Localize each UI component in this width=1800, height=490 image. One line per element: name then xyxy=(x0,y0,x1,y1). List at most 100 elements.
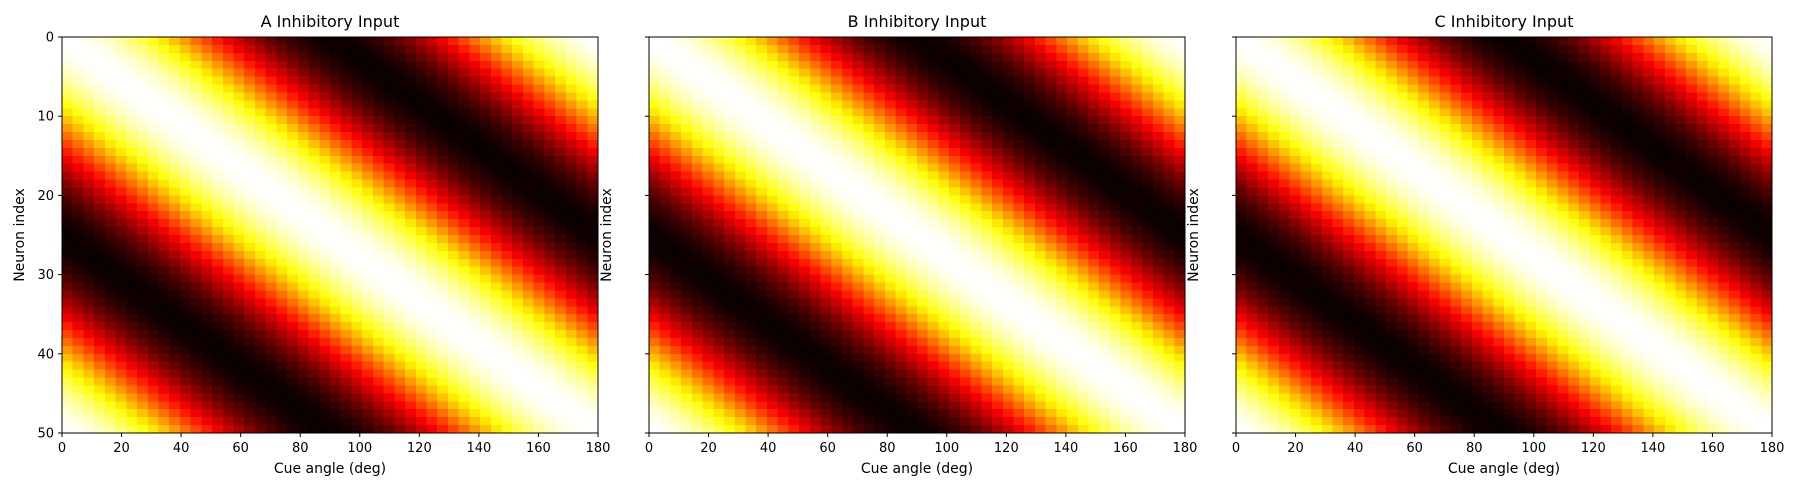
heatmap-cell xyxy=(841,266,854,276)
heatmap-cell xyxy=(863,385,875,394)
heatmap-cell xyxy=(863,68,875,78)
heatmap-cell xyxy=(917,179,929,189)
heatmap-cell xyxy=(415,52,428,62)
heatmap-cell xyxy=(415,258,428,268)
heatmap-cell xyxy=(1045,242,1057,252)
heatmap-cell xyxy=(158,274,170,284)
heatmap-cell xyxy=(372,274,385,284)
heatmap-cell xyxy=(938,353,950,363)
heatmap-cell xyxy=(831,337,843,347)
heatmap-cell xyxy=(799,282,811,292)
heatmap-cell xyxy=(480,274,492,284)
heatmap-cell xyxy=(458,425,470,434)
heatmap-cell xyxy=(1088,353,1100,363)
heatmap-cell xyxy=(959,139,972,149)
heatmap-cell xyxy=(362,298,374,307)
heatmap-cell xyxy=(212,250,224,260)
heatmap-cell xyxy=(1002,155,1015,165)
heatmap-cell xyxy=(852,282,864,292)
heatmap-cell xyxy=(137,401,149,410)
heatmap-cell xyxy=(799,68,811,78)
heatmap-cell xyxy=(1024,369,1036,379)
heatmap-cell xyxy=(841,393,854,402)
heatmap-cell xyxy=(340,242,353,252)
heatmap-cell xyxy=(72,60,85,70)
heatmap-cell xyxy=(447,401,460,410)
heatmap-cell xyxy=(863,330,875,339)
heatmap-cell xyxy=(1002,306,1015,315)
heatmap-cell xyxy=(394,266,406,276)
heatmap-cell xyxy=(1163,155,1175,165)
heatmap-cell xyxy=(756,92,768,101)
heatmap-cell xyxy=(308,258,320,268)
heatmap-cell xyxy=(1056,298,1068,307)
heatmap-cell xyxy=(1024,60,1036,70)
heatmap-cell xyxy=(799,266,811,276)
heatmap-cell xyxy=(201,274,213,284)
heatmap-cell xyxy=(1088,44,1100,54)
heatmap-cell xyxy=(351,250,363,260)
heatmap-cell xyxy=(458,377,470,387)
heatmap-cell xyxy=(126,76,138,86)
heatmap-cell xyxy=(831,409,843,418)
heatmap-cell xyxy=(126,369,138,379)
heatmap-cell xyxy=(713,52,725,62)
heatmap-cell xyxy=(501,417,513,426)
heatmap-cell xyxy=(917,393,929,402)
heatmap-cell xyxy=(1088,92,1100,101)
heatmap-cell xyxy=(1163,203,1175,212)
heatmap-cell xyxy=(115,306,127,315)
heatmap-cell xyxy=(565,76,578,86)
heatmap-cell xyxy=(809,282,822,292)
heatmap-cell xyxy=(362,52,374,62)
heatmap-cell xyxy=(297,100,310,109)
heatmap-cell xyxy=(469,60,481,70)
heatmap-cell xyxy=(884,155,897,165)
heatmap-cell xyxy=(544,298,556,307)
heatmap-cell xyxy=(72,290,85,299)
heatmap-cell xyxy=(179,250,192,260)
heatmap-cell xyxy=(1142,274,1154,284)
heatmap-cell xyxy=(362,163,374,173)
heatmap-cell xyxy=(62,330,74,339)
heatmap-cell xyxy=(147,100,160,109)
heatmap-cell xyxy=(254,100,267,109)
heatmap-cell xyxy=(512,179,524,189)
heatmap-cell xyxy=(788,377,800,387)
heatmap-cell xyxy=(841,290,854,299)
heatmap-cell xyxy=(147,337,160,347)
heatmap-cell xyxy=(777,132,789,141)
heatmap-cell xyxy=(72,147,85,157)
heatmap-cell xyxy=(201,60,213,70)
heatmap-cell xyxy=(297,124,310,133)
heatmap-cell xyxy=(319,330,331,339)
heatmap-cell xyxy=(702,409,714,418)
heatmap-cell xyxy=(734,187,747,196)
heatmap-cell xyxy=(330,227,342,236)
heatmap-cell xyxy=(179,385,192,394)
heatmap-cell xyxy=(555,322,567,331)
heatmap-cell xyxy=(544,195,556,204)
heatmap-cell xyxy=(179,298,192,307)
heatmap-cell xyxy=(351,60,363,70)
heatmap-cell xyxy=(992,219,1004,228)
heatmap-cell xyxy=(992,306,1004,315)
heatmap-cell xyxy=(415,60,428,70)
heatmap-cell xyxy=(691,132,704,141)
heatmap-cell xyxy=(319,417,331,426)
heatmap-cell xyxy=(297,345,310,355)
heatmap-cell xyxy=(308,266,320,276)
heatmap-cell xyxy=(809,132,822,141)
heatmap-cell xyxy=(179,132,192,141)
heatmap-cell xyxy=(490,84,503,94)
heatmap-cell xyxy=(841,163,854,173)
heatmap-cell xyxy=(94,369,106,379)
heatmap-cell xyxy=(1120,187,1132,196)
heatmap-cell xyxy=(555,377,567,387)
heatmap-cell xyxy=(62,116,74,125)
heatmap-cell xyxy=(254,227,267,236)
heatmap-cell xyxy=(190,227,202,236)
heatmap-cell xyxy=(949,68,961,78)
heatmap-cell xyxy=(756,100,768,109)
heatmap-cell xyxy=(533,179,545,189)
